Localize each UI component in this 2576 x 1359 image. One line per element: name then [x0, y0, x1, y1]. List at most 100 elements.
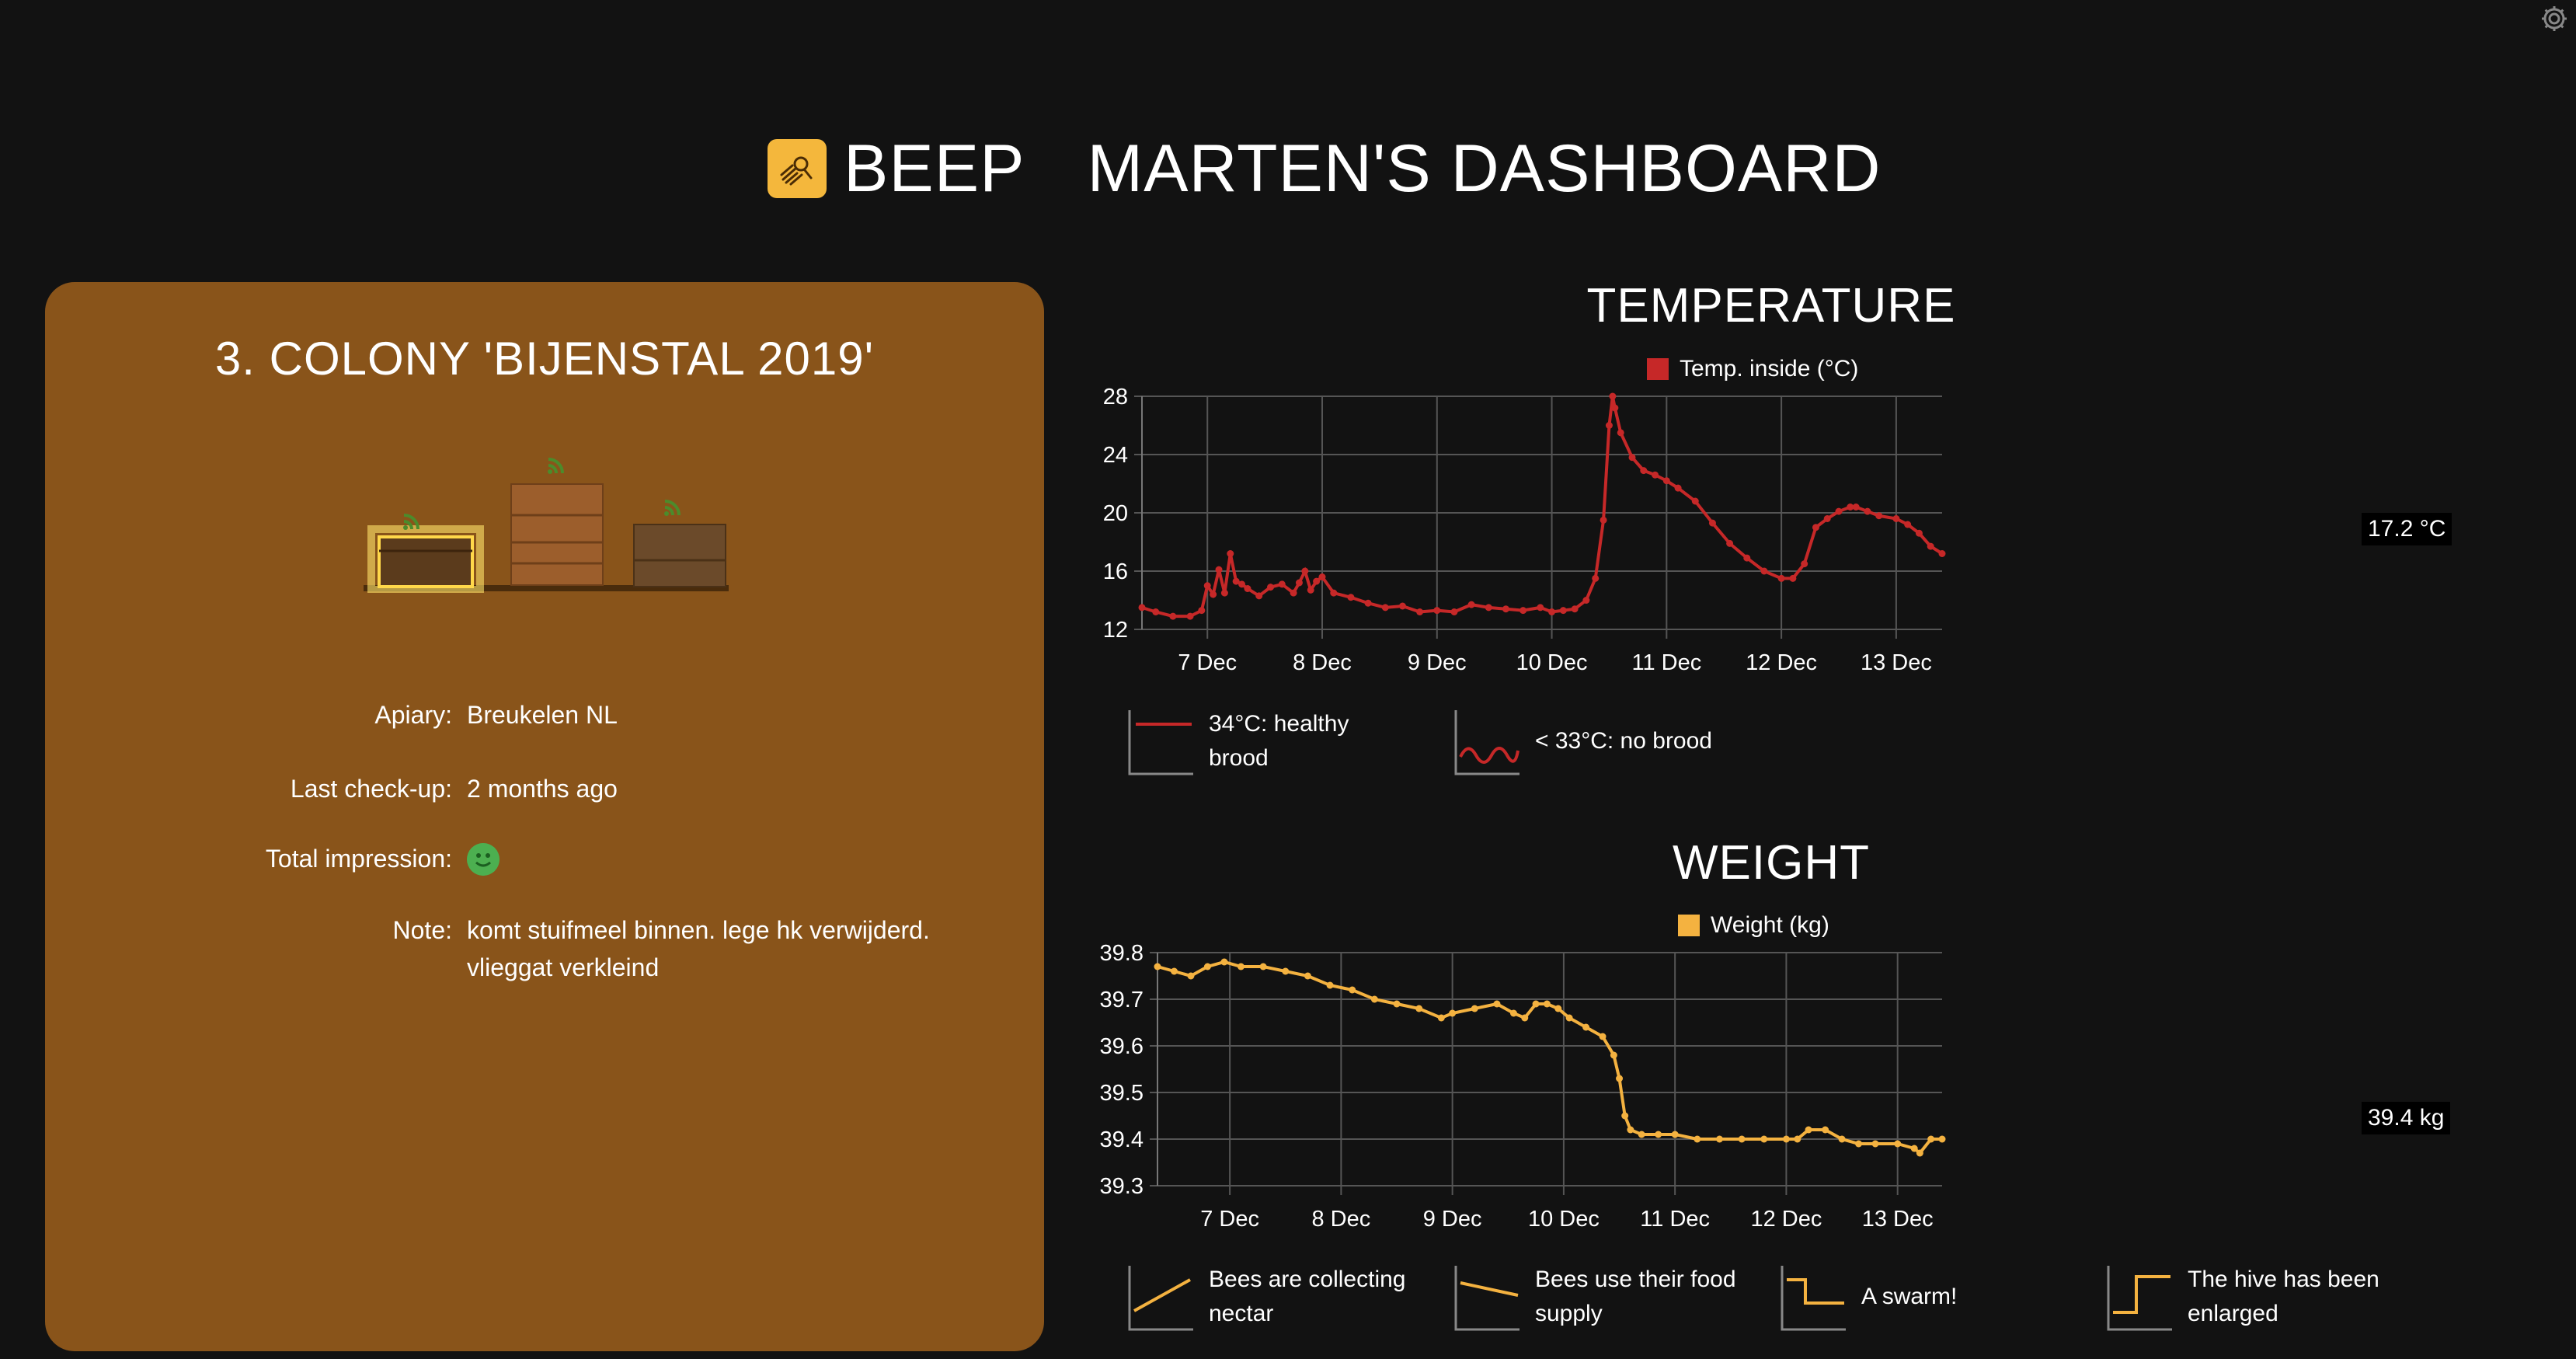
weight-legend[interactable]: Weight (kg) [1678, 912, 1829, 939]
data-point [1599, 1033, 1607, 1040]
data-point [1794, 1135, 1801, 1143]
data-point [1450, 608, 1458, 615]
data-point [1694, 1135, 1701, 1143]
data-point [1471, 1005, 1478, 1012]
data-point [1532, 1000, 1540, 1008]
y-tick-label: 24 [1103, 443, 1128, 468]
data-point [1611, 404, 1619, 412]
data-point [1364, 599, 1372, 607]
data-point [1616, 1075, 1624, 1082]
data-point [1852, 504, 1860, 510]
hint-healthy-brood: 34°C: healthy brood [1126, 707, 1411, 777]
data-point [1370, 995, 1378, 1003]
data-point [1381, 604, 1389, 612]
data-point [1760, 1135, 1768, 1143]
weight-title: WEIGHT [1673, 836, 1870, 890]
data-point [1198, 607, 1206, 615]
signal-icon [403, 514, 419, 530]
data-point [1244, 585, 1251, 592]
x-tick-label: 12 Dec [1750, 1207, 1822, 1232]
data-point [1554, 1005, 1562, 1012]
x-tick-label: 11 Dec [1640, 1207, 1710, 1232]
data-point [1187, 972, 1195, 980]
weight-chart[interactable]: 39.3 39.4 39.5 39.6 39.7 39.8 7 Dec 8 Dec 9 Dec 1… [1088, 937, 2408, 1248]
hive-tall [510, 483, 604, 586]
data-point [1627, 1126, 1634, 1134]
data-point [1655, 1131, 1662, 1138]
note-value: komt stuifmeel binnen. lege hk verwijder… [467, 916, 930, 981]
data-point [1519, 607, 1527, 615]
data-point [1892, 515, 1900, 522]
data-point [1237, 963, 1244, 970]
y-tick-label: 39.5 [1100, 1081, 1144, 1106]
temperature-chart[interactable]: 12 16 20 24 28 7 Dec 8 Dec 9 Dec 10 Dec 11 Dec 12 … [1088, 381, 2408, 692]
dashboard-title: MARTEN'S DASHBOARD [1087, 131, 1882, 206]
colony-card[interactable]: 3. COLONY 'BIJENSTAL 2019' Apiary: [45, 282, 1044, 1351]
hint-text: The hive has been enlarged [2188, 1267, 2379, 1326]
data-point [1592, 574, 1600, 582]
data-point [1238, 580, 1246, 588]
data-point [1537, 604, 1544, 612]
data-point [1805, 1126, 1812, 1134]
data-point [1617, 429, 1624, 437]
hives-illustration [364, 458, 729, 593]
data-point [1927, 542, 1934, 550]
data-point [1349, 986, 1356, 994]
data-point [1220, 958, 1228, 966]
data-point [1910, 1145, 1918, 1152]
happy-face-icon [467, 843, 500, 876]
data-point [1864, 507, 1871, 515]
data-point [1609, 392, 1617, 400]
data-point [1170, 967, 1178, 975]
data-point [1760, 567, 1768, 575]
data-point [1227, 550, 1234, 557]
no-brood-icon [1454, 710, 1519, 775]
legend-label: Temp. inside (°C) [1680, 356, 1859, 382]
data-point [1326, 981, 1334, 989]
settings-gear-icon[interactable] [2539, 3, 2570, 34]
legend-label: Weight (kg) [1711, 912, 1829, 938]
data-point [1267, 584, 1275, 591]
healthy-brood-icon [1128, 710, 1193, 775]
x-tick-label: 7 Dec [1200, 1207, 1259, 1232]
data-point [1548, 608, 1556, 615]
series-line [1141, 396, 1944, 619]
data-point [1152, 608, 1160, 615]
x-tick-label: 11 Dec [1631, 650, 1701, 675]
data-point [1715, 1135, 1723, 1143]
data-point [1485, 604, 1492, 612]
x-tick-label: 8 Dec [1293, 650, 1352, 675]
data-point [1398, 602, 1406, 610]
data-point [1301, 567, 1309, 575]
y-tick-label: 39.3 [1100, 1174, 1144, 1199]
y-tick-label: 20 [1103, 501, 1128, 526]
hint-text: Bees are collecting nectar [1209, 1267, 1406, 1326]
hive-selected [367, 525, 484, 593]
data-point [1823, 515, 1831, 522]
food-supply-icon [1454, 1266, 1519, 1331]
data-point [1875, 512, 1883, 520]
data-point [1220, 589, 1228, 597]
hint-text: < 33°C: no brood [1535, 728, 1712, 754]
data-point [1255, 592, 1263, 600]
data-point [1927, 1135, 1935, 1143]
data-point [1708, 519, 1716, 527]
hint-text: 34°C: healthy brood [1209, 711, 1349, 771]
data-point [1855, 1140, 1863, 1148]
x-tick-label: 12 Dec [1746, 650, 1817, 675]
data-point [1847, 504, 1854, 510]
y-tick-label: 39.7 [1100, 988, 1144, 1012]
legend-swatch [1647, 358, 1669, 380]
data-point [1232, 577, 1240, 585]
last-checkup-label: Last check-up: [290, 775, 452, 803]
data-point [1628, 454, 1636, 462]
apiary-value: Breukelen NL [467, 701, 618, 729]
data-point [1502, 605, 1509, 613]
data-point [1812, 524, 1819, 531]
legend-swatch [1678, 915, 1700, 936]
data-point [1600, 516, 1607, 524]
data-point [1290, 589, 1297, 597]
x-tick-label: 10 Dec [1516, 650, 1588, 675]
temperature-legend[interactable]: Temp. inside (°C) [1647, 356, 1858, 382]
data-point [1743, 554, 1751, 562]
